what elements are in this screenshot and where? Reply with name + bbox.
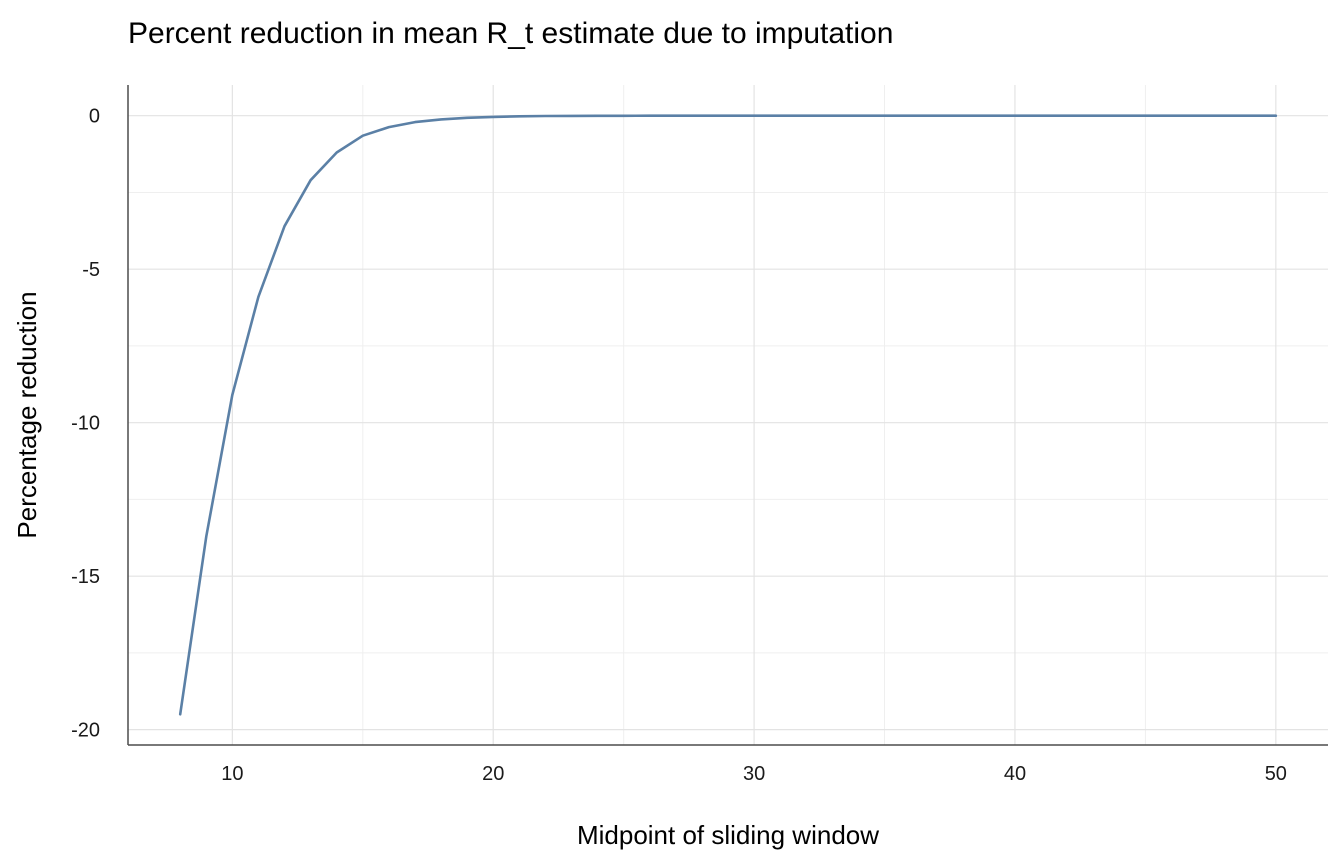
axes (127, 85, 1328, 746)
x-tick-label: 30 (743, 763, 765, 785)
y-tick-label: -20 (71, 720, 100, 742)
x-tick-label: 40 (1004, 763, 1026, 785)
y-tick-label: -5 (82, 259, 100, 281)
x-tick-label: 50 (1265, 763, 1287, 785)
y-tick-label: -10 (71, 413, 100, 435)
y-tick-label: 0 (89, 106, 100, 128)
y-axis-label: Percentage reduction (12, 291, 42, 538)
x-tick-label: 20 (482, 763, 504, 785)
x-axis-label: Midpoint of sliding window (577, 820, 879, 850)
y-tick-label: -15 (71, 566, 100, 588)
chart-title: Percent reduction in mean R_t estimate d… (128, 17, 893, 50)
tick-labels: 10 20 30 40 50 0 -5 -10 -15 -20 (71, 106, 1287, 785)
series-layer (178, 114, 1278, 716)
x-tick-label: 10 (221, 763, 243, 785)
series-line (178, 114, 1278, 716)
